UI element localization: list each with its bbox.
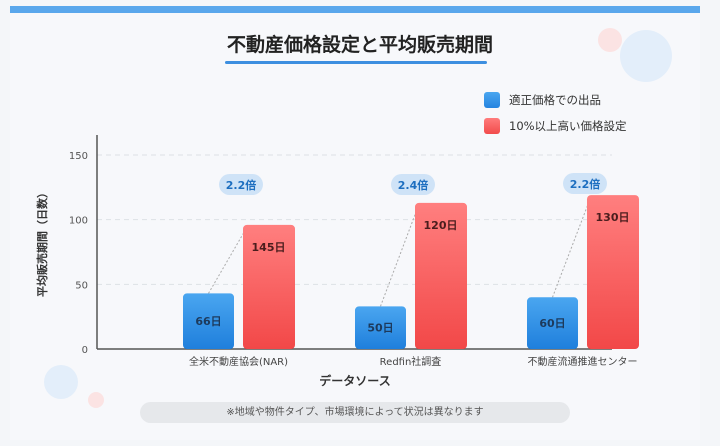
legend-item-high-price: 10%以上高い価格設定 [484,118,627,134]
x-tick-label: 不動産流通推進センター [528,355,638,368]
y-tick-label: 50 [75,280,88,291]
bar-value-label: 120日 [424,219,458,232]
connector-line [380,206,419,307]
ratio-badge [563,173,607,194]
bar-high-price [415,202,467,349]
decorative-circle [598,28,622,52]
chart-card [10,6,700,440]
top-accent-bar [10,6,700,13]
ratio-badge [219,174,263,195]
ratio-badge-label: 2.4倍 [398,178,429,192]
decorative-circle [44,365,78,399]
chart-title: 不動産価格設定と平均販売期間 [226,34,493,56]
bar-high-price [243,224,295,349]
decorative-circle [88,392,104,408]
ratio-badge [391,174,435,195]
y-tick-label: 0 [82,345,88,356]
y-tick-label: 150 [69,151,88,162]
bar-value-label: 130日 [596,211,630,224]
ratio-badge-label: 2.2倍 [570,177,601,191]
footnote: ※地域や物件タイプ、市場環境によって状況は異なります [140,402,570,423]
connector-line [208,228,247,294]
legend-swatch-blue [484,92,500,108]
bar-value-label: 66日 [195,315,221,328]
bar-fair-price [355,306,406,349]
ratio-badge-label: 2.2倍 [226,178,257,192]
decorative-circle [620,30,672,82]
connector-line [552,198,591,298]
x-axis-label: データソース [319,373,390,388]
legend-label: 10%以上高い価格設定 [509,119,627,133]
y-tick-label: 100 [69,216,88,227]
y-axis-label: 平均販売期間（日数） [35,187,49,297]
title-underline [225,61,487,64]
legend-label: 適正価格での出品 [509,93,601,107]
x-tick-label: 全米不動産協会(NAR) [189,355,288,368]
bar-value-label: 145日 [252,241,286,254]
legend-swatch-red [484,118,500,134]
bar-fair-price [527,297,578,349]
bar-value-label: 60日 [539,317,565,330]
legend-item-fair-price: 適正価格での出品 [484,92,601,108]
bar-fair-price [183,293,234,349]
bar-high-price [587,195,639,349]
bar-value-label: 50日 [367,322,393,335]
x-tick-label: Redfin社調査 [380,355,442,368]
